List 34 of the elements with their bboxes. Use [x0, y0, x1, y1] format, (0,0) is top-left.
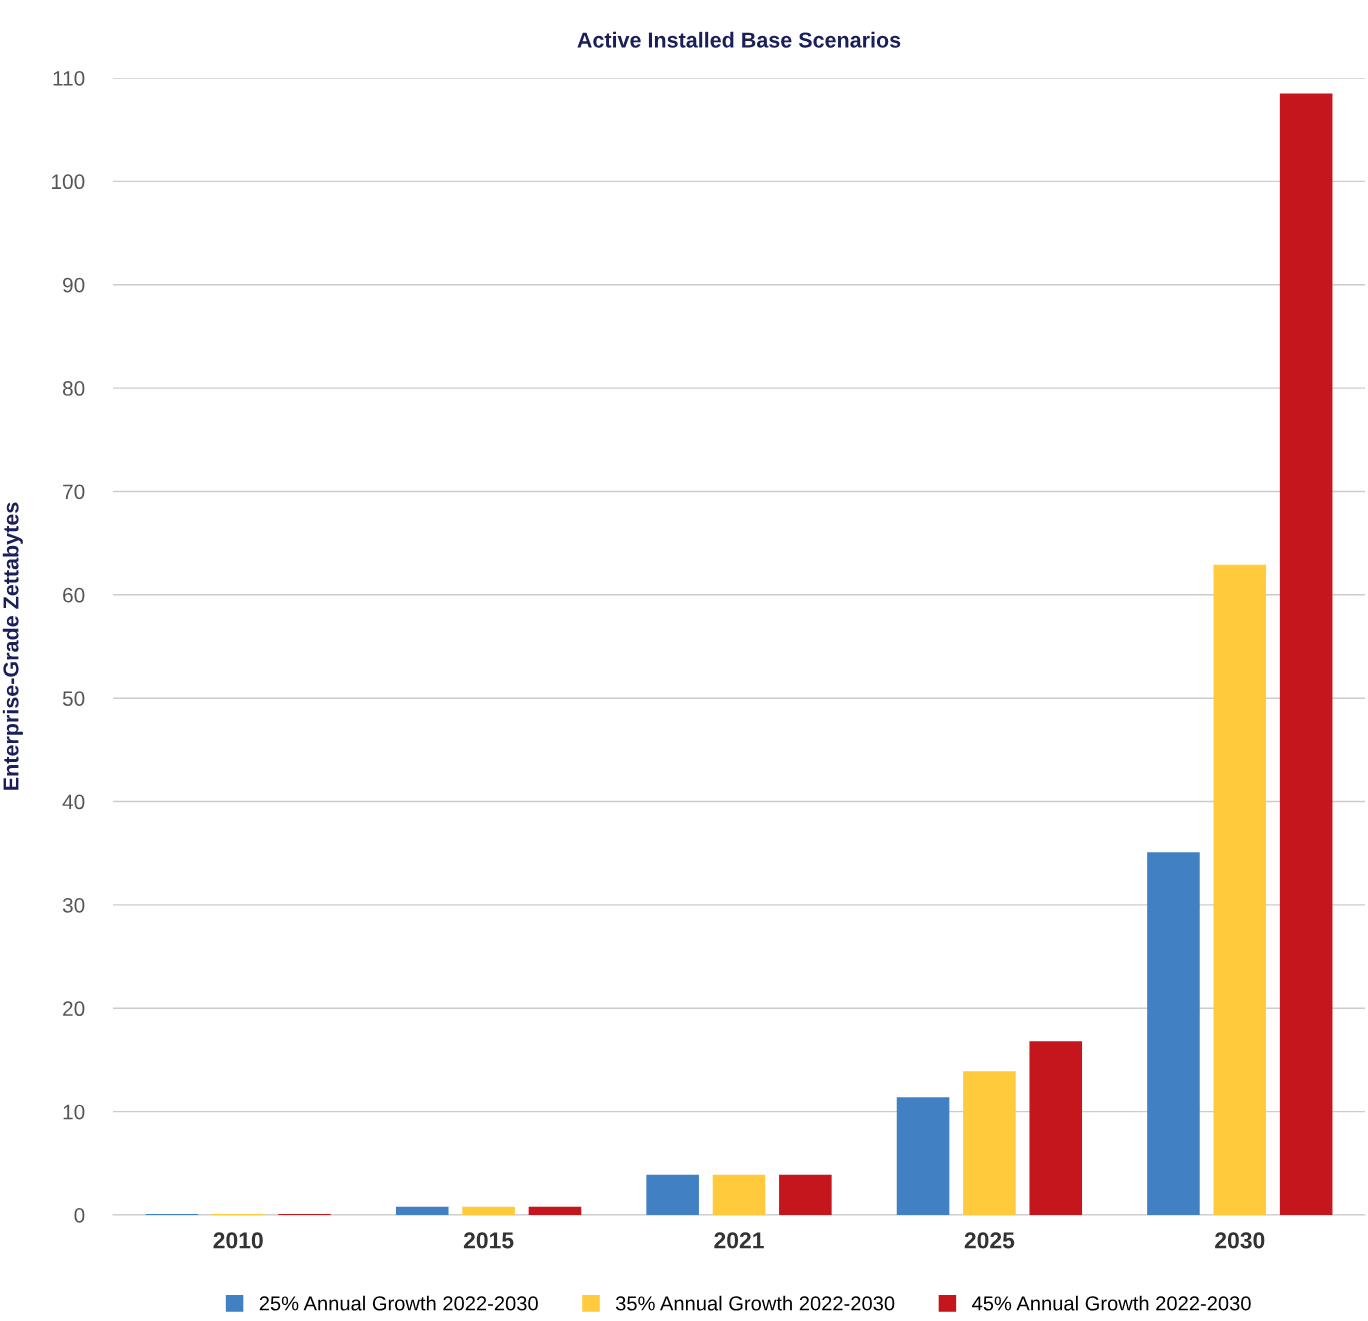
y-tick-label: 10: [63, 1104, 85, 1120]
bar: [462, 1206, 515, 1215]
bar: [896, 1097, 950, 1215]
x-tick-label: 2015: [463, 1232, 514, 1249]
y-axis-title: Enterprise-Grade Zettabytes: [2, 502, 23, 790]
y-tick-label: 50: [62, 691, 85, 706]
y-tick-label: 0: [74, 1208, 85, 1223]
y-tick-label: 30: [62, 897, 85, 913]
bar: [395, 1206, 449, 1215]
legend-label: 25% Annual Growth 2022-2030: [259, 1295, 538, 1311]
legend-label: 45% Annual Growth 2022-2030: [972, 1295, 1251, 1311]
y-tick-label: 90: [63, 277, 85, 293]
y-tick-label: 110: [53, 71, 85, 86]
y-tick-label: 70: [63, 484, 85, 500]
bar: [646, 1174, 699, 1215]
x-tick-label: 2010: [213, 1232, 263, 1249]
x-tick-label: 2030: [1215, 1232, 1265, 1249]
y-tick-label: 60: [63, 587, 85, 603]
y-tick-label: 20: [63, 1001, 85, 1017]
y-tick-label: 100: [52, 174, 85, 190]
y-tick-label: 80: [62, 381, 85, 396]
bar: [1029, 1041, 1083, 1215]
x-tick-label: 2025: [964, 1232, 1015, 1249]
bar: [712, 1174, 766, 1215]
x-tick-label: 2021: [714, 1232, 764, 1249]
bar: [528, 1206, 582, 1215]
chart-title: Active Installed Base Scenarios: [577, 31, 901, 48]
bar: [779, 1174, 832, 1215]
bar: [1213, 564, 1267, 1215]
bar: [1279, 93, 1333, 1215]
y-tick-label: 40: [62, 794, 85, 810]
legend-label: 35% Annual Growth 2022-2030: [615, 1295, 895, 1311]
bar: [1147, 852, 1200, 1215]
bar: [963, 1071, 1016, 1215]
